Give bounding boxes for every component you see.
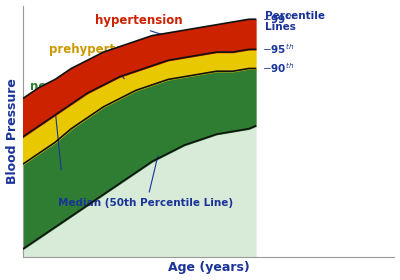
- Text: hypertension: hypertension: [95, 14, 188, 43]
- Text: Percentile
Lines: Percentile Lines: [265, 11, 325, 32]
- Y-axis label: Blood Pressure: Blood Pressure: [6, 78, 18, 184]
- Text: normal: normal: [30, 80, 77, 170]
- Text: Median (50th Percentile Line): Median (50th Percentile Line): [58, 156, 233, 207]
- Text: $-$99$^{th}$: $-$99$^{th}$: [262, 12, 294, 26]
- Text: $-$95$^{th}$: $-$95$^{th}$: [262, 43, 294, 56]
- Text: $-$90$^{th}$: $-$90$^{th}$: [262, 62, 294, 75]
- Text: prehypertension: prehypertension: [48, 43, 158, 79]
- X-axis label: Age (years): Age (years): [168, 262, 250, 274]
